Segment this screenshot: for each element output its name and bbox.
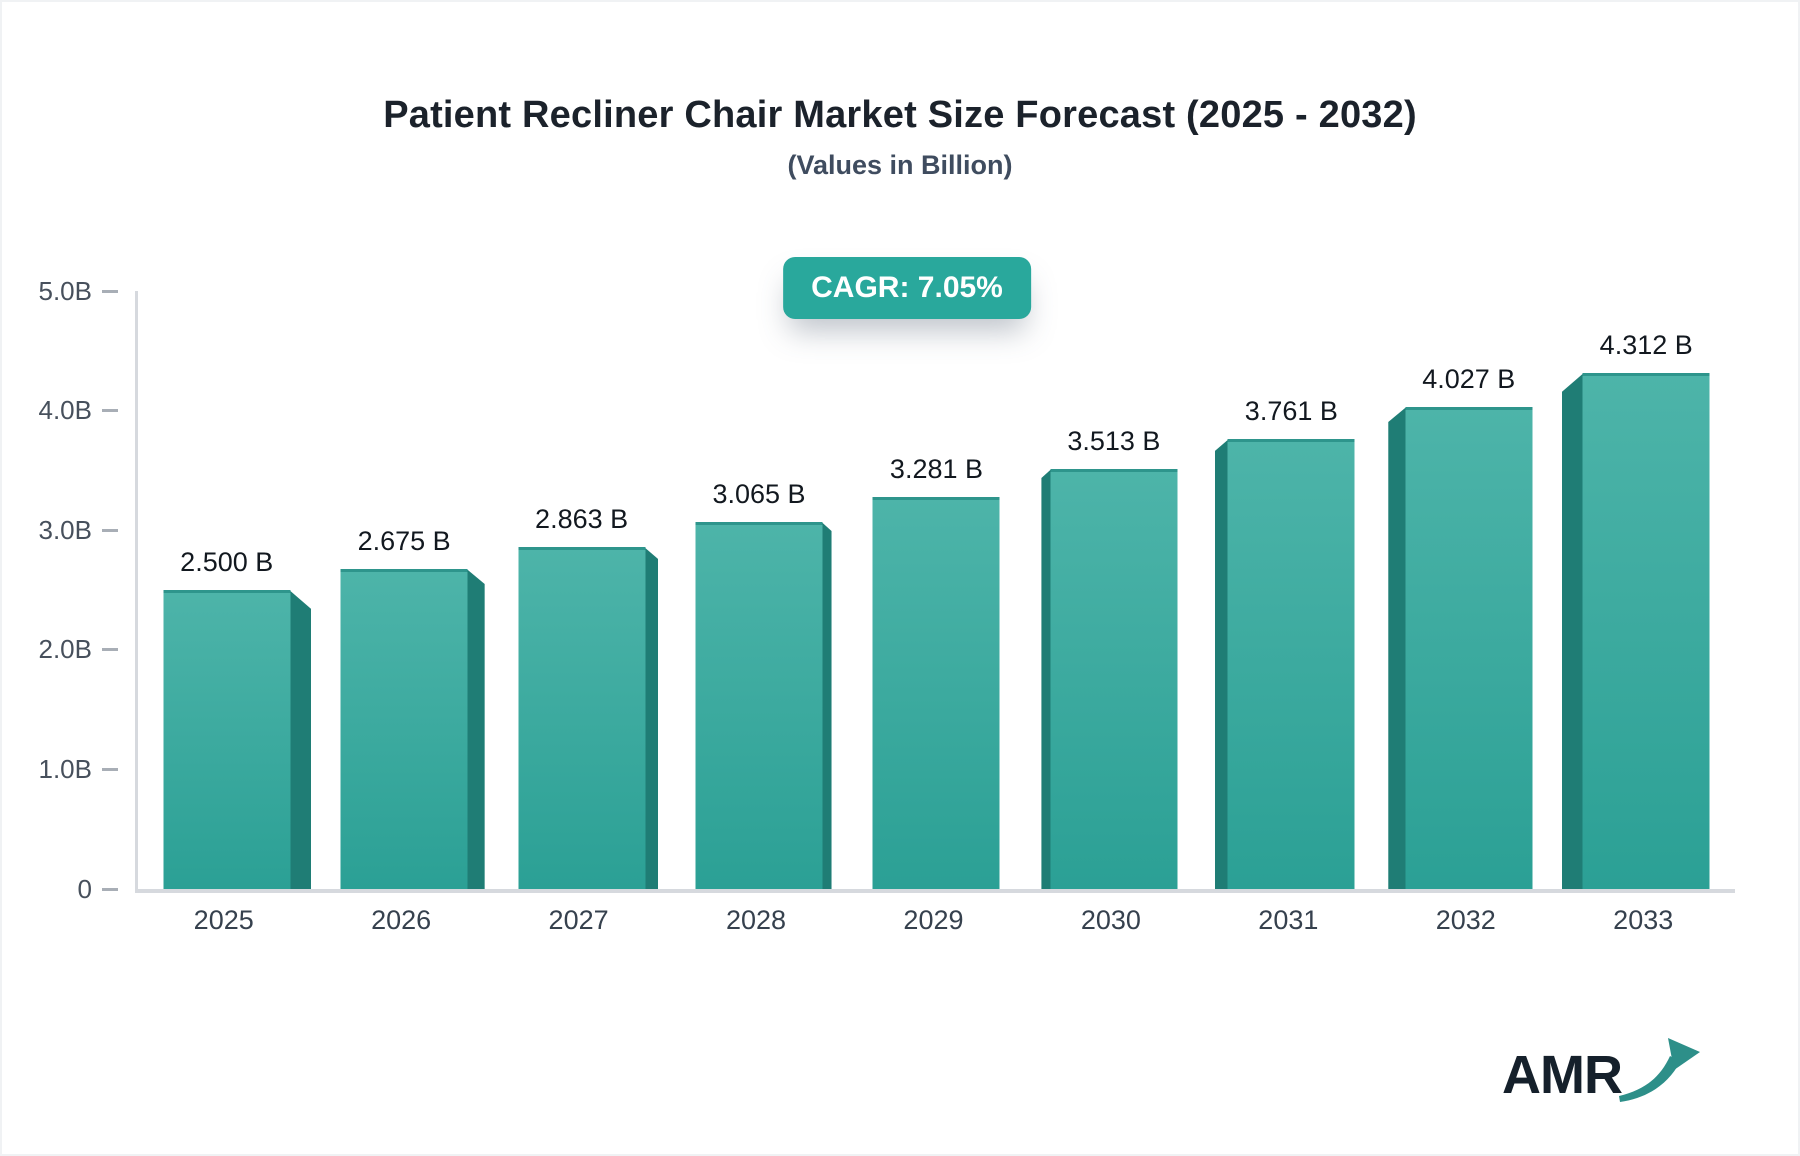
x-label-2030: 2030 [1080, 905, 1141, 935]
y-tick-label: 4.0B [38, 395, 93, 426]
y-tick-label: 2.0B [38, 634, 93, 665]
bar-2025 [163, 590, 291, 889]
y-tick-label: 5.0B [38, 275, 93, 306]
y-tick-3.0B: 3.0B [28, 515, 118, 545]
x-label-2026: 2026 [371, 905, 432, 935]
bar-2029 [872, 497, 1000, 889]
y-tick-2.0B: 2.0B [28, 634, 118, 665]
bar-value-label: 3.761 B [1244, 396, 1338, 426]
y-tick-5.0B: 5.0B [28, 276, 118, 306]
x-label-2025: 2025 [193, 905, 254, 935]
bar-value-label: 2.500 B [180, 547, 274, 577]
bar-group-2032: 4.027 B [1380, 291, 1557, 889]
bar-group-2028: 3.065 B [670, 291, 847, 889]
chart-title: Patient Recliner Chair Market Size Forec… [383, 94, 1417, 136]
x-axis-labels: 2025 2026 2027 2028 2029 2030 2031 2032 2033 [135, 905, 1732, 936]
bar-3d-side [644, 547, 659, 889]
bar-3d-side [1041, 469, 1052, 889]
bar-value-label: 2.863 B [535, 504, 629, 534]
amr-logo-text: AMR [1502, 1045, 1623, 1105]
x-label-2027: 2027 [548, 905, 609, 935]
bar-3d-side [289, 590, 312, 889]
y-tick-label: 0 [77, 873, 92, 904]
y-tick-mark [102, 528, 118, 532]
bar-value-label: 4.312 B [1599, 330, 1693, 360]
bar-group-2033: 4.312 B [1558, 291, 1735, 889]
bar-group-2030: 3.513 B [1025, 291, 1202, 889]
bar-value-label: 3.065 B [712, 479, 806, 509]
y-tick-mark [102, 767, 118, 771]
bar-3d-side [1214, 439, 1229, 889]
bar-group-2029: 3.281 B [848, 291, 1025, 889]
bar-2032 [1405, 407, 1533, 889]
x-axis-line [135, 889, 1735, 893]
x-label-2033: 2033 [1613, 905, 1674, 935]
bar-group-2027: 2.863 B [493, 291, 670, 889]
bar-3d-side [466, 569, 485, 889]
bar-2027 [518, 547, 646, 889]
x-label-2028: 2028 [725, 905, 787, 935]
x-label-2032: 2032 [1435, 905, 1496, 935]
y-tick-mark [102, 409, 118, 413]
growth-arrow-icon [1619, 1038, 1700, 1102]
bar-value-label: 4.027 B [1422, 364, 1516, 394]
y-tick-mark [102, 289, 118, 293]
bar-group-2025: 2.500 B [138, 291, 315, 889]
bar-2030 [1050, 469, 1178, 889]
cagr-badge: CAGR: 7.05% [783, 257, 1031, 319]
x-label-2031: 2031 [1258, 905, 1319, 935]
bar-2028 [695, 522, 823, 889]
y-tick-mark [102, 887, 118, 891]
bar-2033 [1582, 373, 1710, 889]
bar-3d-side [821, 522, 832, 889]
y-tick-mark [102, 648, 118, 652]
y-tick-label: 3.0B [38, 514, 93, 545]
bar-group-2031: 3.761 B [1203, 291, 1380, 889]
x-label-2029: 2029 [903, 905, 964, 935]
y-tick-0: 0 [28, 874, 118, 904]
bars-container: 2.500 B 2.675 B 2.863 B 3.065 B 3.281 B 3.513… [138, 291, 1735, 889]
plot-area: 2.500 B 2.675 B 2.863 B 3.065 B 3.281 B 3.513… [39, 276, 1735, 904]
y-tick-label: 1.0B [38, 753, 93, 784]
bar-value-label: 3.513 B [1067, 426, 1161, 456]
bar-2031 [1227, 439, 1355, 889]
y-tick-4.0B: 4.0B [28, 395, 118, 426]
bar-3d-side [1388, 407, 1407, 889]
amr-logo: AMR [1502, 1032, 1702, 1102]
y-tick-1.0B: 1.0B [28, 754, 118, 784]
bar-2026 [340, 569, 468, 889]
chart-subtitle: (Values in Billion) [787, 150, 1013, 180]
bar-3d-side [1561, 373, 1584, 889]
bar-value-label: 2.675 B [357, 526, 451, 556]
bar-group-2026: 2.675 B [315, 291, 492, 889]
bar-value-label: 3.281 B [889, 454, 984, 484]
